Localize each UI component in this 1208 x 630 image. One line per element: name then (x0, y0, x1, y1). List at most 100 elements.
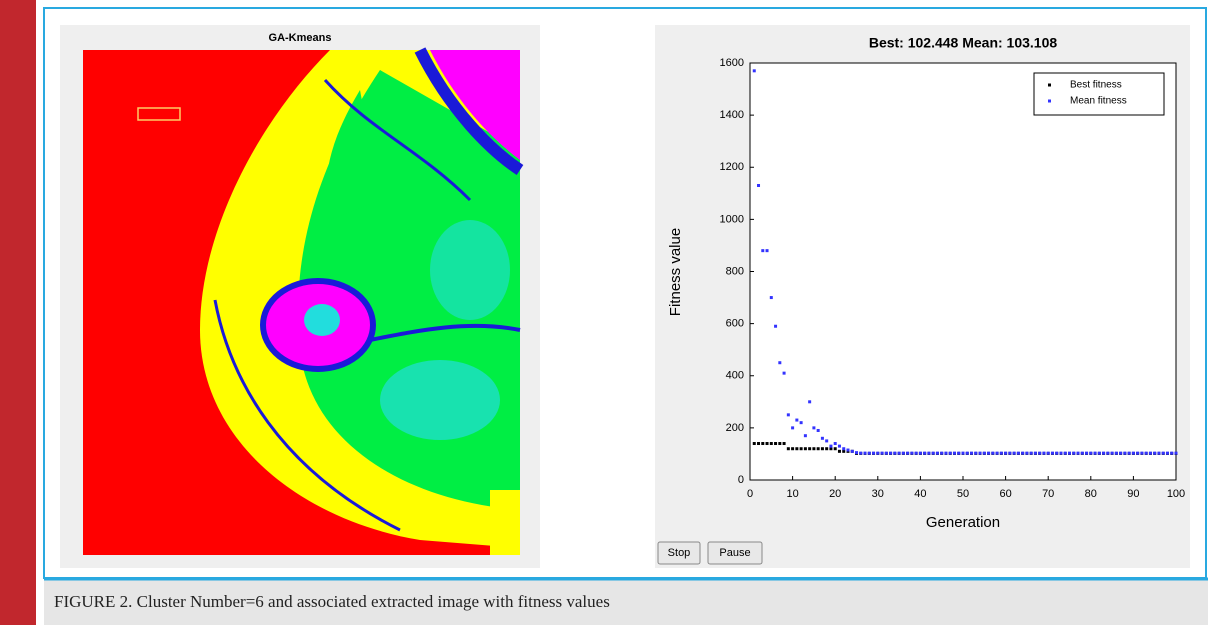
chart-title: Best: 102.448 Mean: 103.108 (869, 35, 1058, 51)
point (1127, 451, 1131, 455)
point (833, 447, 837, 451)
point (880, 451, 884, 455)
point (1038, 451, 1042, 455)
point (940, 451, 944, 455)
point (1170, 451, 1174, 455)
point (1046, 451, 1050, 455)
y-tick-label: 200 (726, 422, 744, 434)
point (918, 451, 922, 455)
point (1021, 451, 1025, 455)
point (761, 442, 765, 446)
stop-label[interactable]: Stop (668, 547, 691, 559)
point (778, 442, 782, 446)
point (974, 451, 978, 455)
point (1012, 451, 1016, 455)
point (782, 371, 786, 375)
point (842, 447, 846, 451)
point (761, 249, 765, 253)
point (757, 183, 761, 187)
point (978, 451, 982, 455)
point (910, 451, 914, 455)
point (1063, 451, 1067, 455)
point (816, 447, 820, 451)
point (1114, 451, 1118, 455)
point (991, 451, 995, 455)
point (893, 451, 897, 455)
point (846, 448, 850, 452)
point (799, 447, 803, 451)
point (778, 361, 782, 365)
x-tick-label: 40 (914, 488, 926, 500)
x-tick-label: 10 (786, 488, 798, 500)
point (829, 447, 833, 451)
point (808, 400, 812, 404)
legend-box (1033, 72, 1165, 116)
point (931, 451, 935, 455)
point (1102, 451, 1106, 455)
plot-area (749, 62, 1177, 481)
point (795, 447, 799, 451)
pause-button[interactable] (707, 541, 763, 565)
point (1033, 451, 1037, 455)
point (884, 451, 888, 455)
point (1165, 451, 1169, 455)
point (837, 444, 841, 448)
point (808, 447, 812, 451)
point (1106, 451, 1110, 455)
y-tick-label: 800 (726, 265, 744, 277)
y-tick-label: 400 (726, 370, 744, 382)
point (812, 426, 816, 430)
point (1068, 451, 1071, 455)
point (1085, 451, 1089, 455)
point (829, 444, 833, 448)
point (757, 442, 761, 446)
legend-label: Best fitness (1070, 80, 1122, 91)
point (952, 451, 956, 455)
point (1174, 451, 1178, 455)
point (1097, 451, 1101, 455)
point (774, 442, 778, 446)
point (965, 451, 969, 455)
point (1072, 451, 1076, 455)
pause-label[interactable]: Pause (719, 547, 750, 559)
point (1016, 451, 1020, 455)
point (786, 413, 790, 417)
point (923, 451, 927, 455)
point (1029, 451, 1033, 455)
point (876, 451, 880, 455)
segmented-image (83, 47, 524, 555)
y-tick-label: 0 (738, 474, 744, 486)
point (935, 451, 939, 455)
y-tick-label: 1000 (720, 213, 744, 225)
point (820, 447, 824, 451)
point (1080, 451, 1084, 455)
x-axis-label: Generation (926, 514, 1000, 531)
y-tick-label: 1400 (720, 109, 744, 121)
point (897, 451, 901, 455)
x-tick-label: 30 (872, 488, 884, 500)
point (791, 426, 795, 430)
point (859, 451, 863, 455)
point (1119, 451, 1123, 455)
point (999, 451, 1003, 455)
point (1110, 451, 1114, 455)
point (1148, 451, 1152, 455)
point (774, 324, 778, 328)
point (786, 447, 790, 451)
point (1144, 451, 1148, 455)
point (752, 442, 756, 446)
point (850, 449, 854, 453)
y-tick-label: 1200 (720, 161, 744, 173)
point (833, 442, 837, 446)
point (944, 451, 948, 455)
point (812, 447, 816, 451)
image-title: GA-Kmeans (269, 32, 332, 44)
x-tick-label: 90 (1127, 488, 1139, 500)
point (769, 296, 773, 300)
stop-button[interactable] (657, 541, 701, 565)
caption-box (44, 580, 1208, 625)
point (1055, 451, 1059, 455)
point (982, 451, 986, 455)
